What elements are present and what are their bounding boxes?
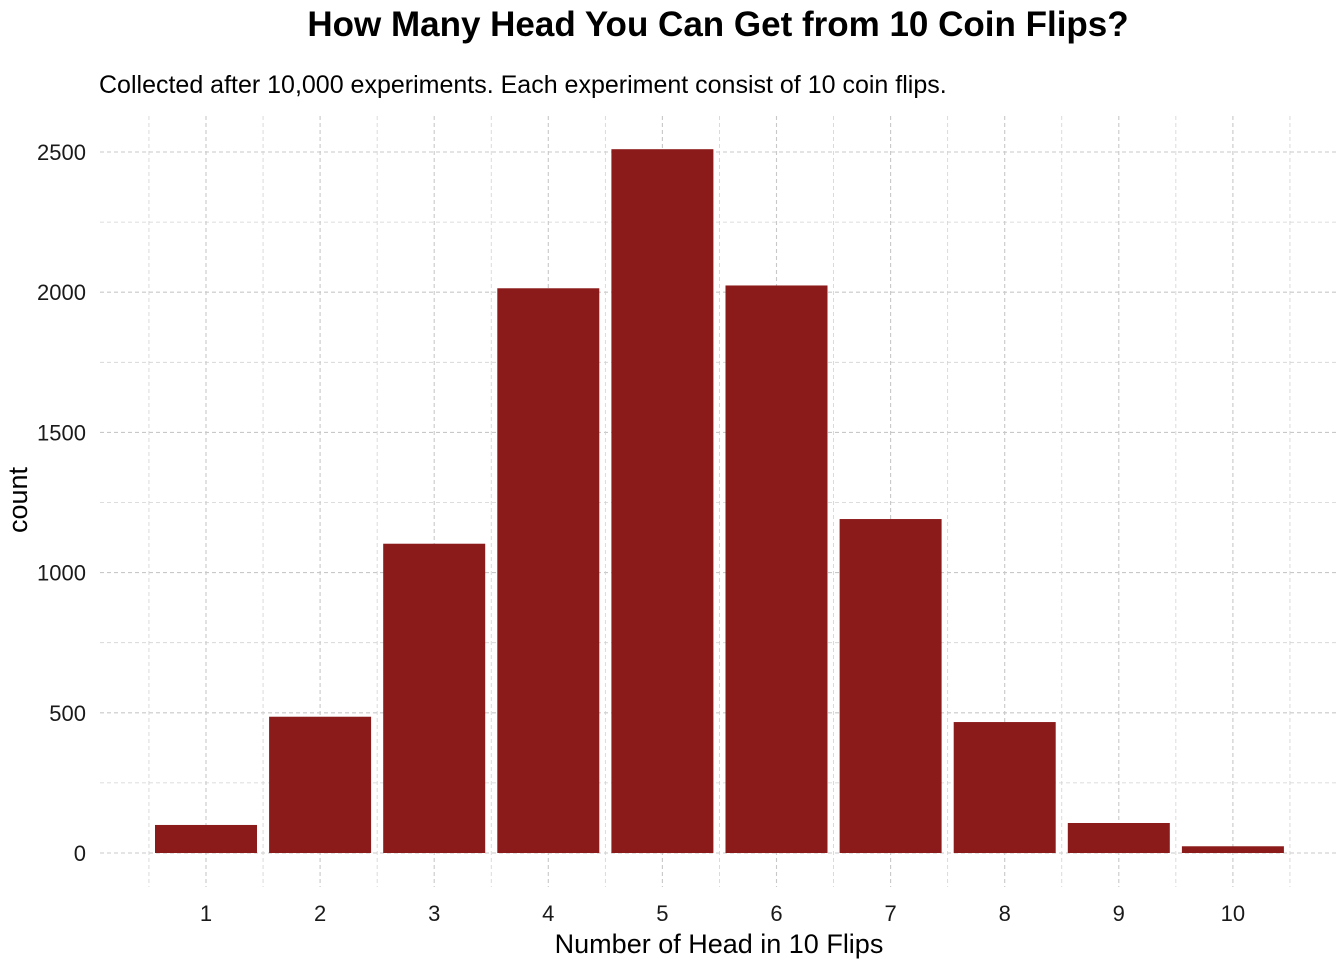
x-tick-label: 10 <box>1221 901 1245 926</box>
y-axis-title: count <box>3 466 33 533</box>
x-tick-label: 6 <box>770 901 782 926</box>
bar-10 <box>1181 846 1284 853</box>
x-tick-label: 7 <box>884 901 896 926</box>
bar-3 <box>383 543 486 853</box>
y-tick-label: 2000 <box>37 280 86 305</box>
bar-1 <box>155 824 257 853</box>
x-axis-ticks: 1 2 3 4 5 6 7 8 9 10 <box>200 901 1245 926</box>
x-tick-label: 3 <box>428 901 440 926</box>
bar-8 <box>953 722 1056 853</box>
y-tick-label: 500 <box>49 701 86 726</box>
x-axis-title: Number of Head in 10 Flips <box>555 929 884 959</box>
bar-7 <box>839 519 942 853</box>
bar-4 <box>497 288 600 853</box>
bar-9 <box>1067 822 1170 853</box>
x-tick-label: 4 <box>542 901 554 926</box>
bars <box>155 149 1284 854</box>
x-tick-label: 9 <box>1113 901 1125 926</box>
x-tick-label: 8 <box>999 901 1011 926</box>
bar-2 <box>269 716 372 853</box>
x-tick-label: 2 <box>314 901 326 926</box>
y-tick-label: 2500 <box>37 140 86 165</box>
chart-subtitle: Collected after 10,000 experiments. Each… <box>99 71 947 99</box>
y-tick-label: 0 <box>74 841 86 866</box>
y-axis-ticks: 0 500 1000 1500 2000 2500 <box>37 140 86 866</box>
x-tick-label: 1 <box>200 901 212 926</box>
bar-6 <box>725 285 828 853</box>
y-tick-label: 1000 <box>37 561 86 586</box>
x-tick-label: 5 <box>656 901 668 926</box>
chart-title: How Many Head You Can Get from 10 Coin F… <box>307 5 1128 44</box>
y-tick-label: 1500 <box>37 420 86 445</box>
bar-5 <box>611 149 714 854</box>
